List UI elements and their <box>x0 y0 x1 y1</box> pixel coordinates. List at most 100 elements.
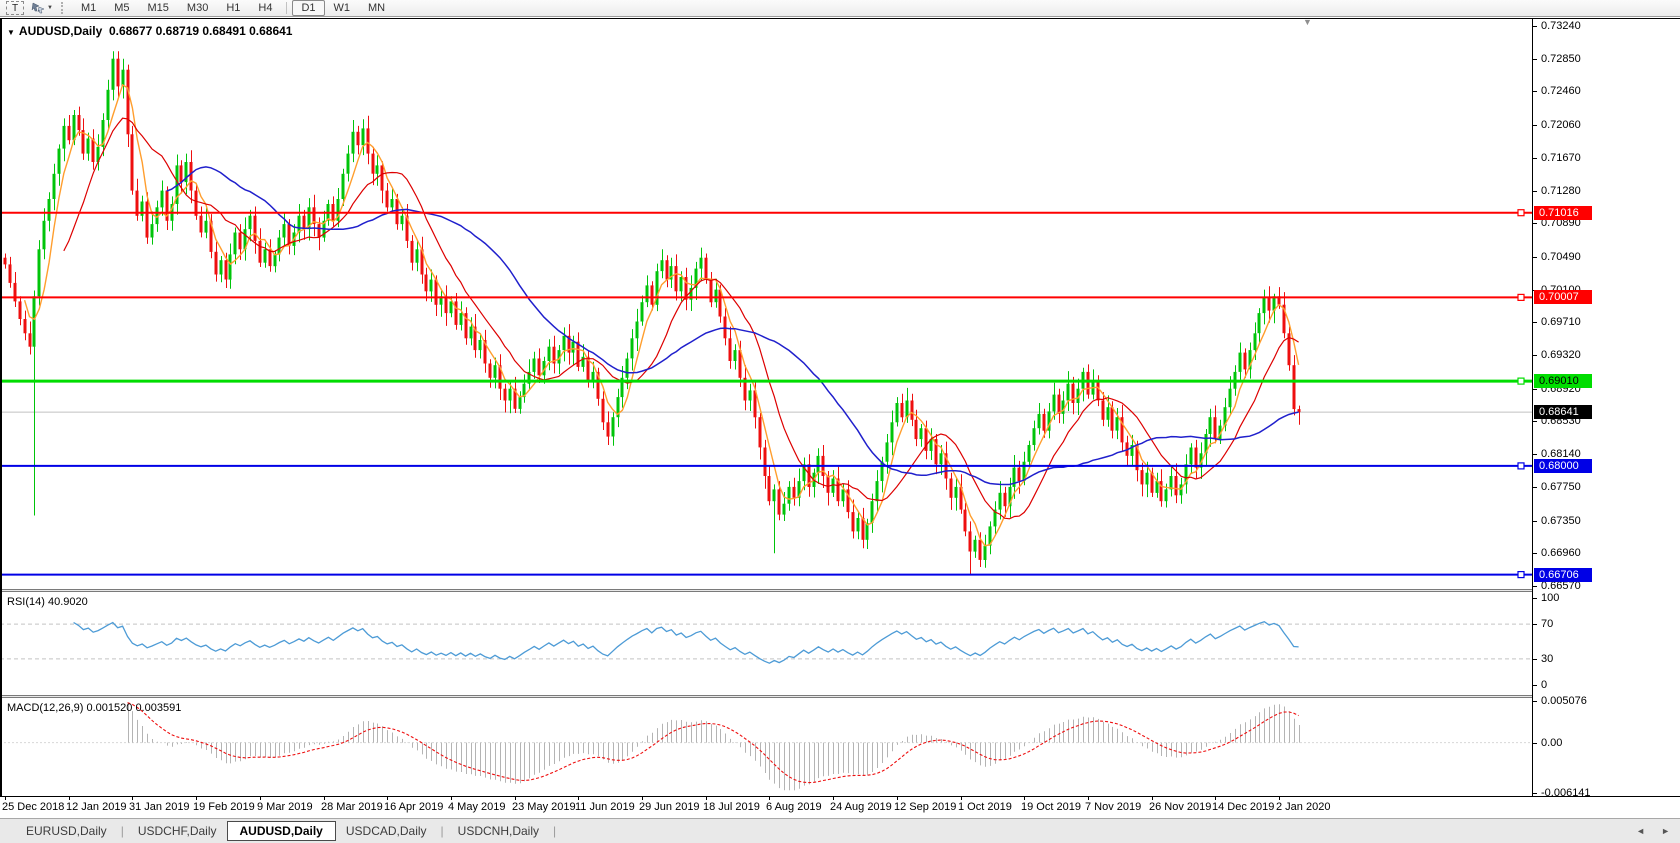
date-tick-mark <box>642 797 643 800</box>
panel-splitter-macd[interactable] <box>0 695 1680 698</box>
rsi-tick-mark <box>1533 624 1537 625</box>
rsi-tick-label: 30 <box>1541 653 1554 665</box>
timeframe-button-m15[interactable]: M15 <box>147 2 169 14</box>
tab-scroll-left-icon[interactable]: ◄ <box>1636 826 1646 836</box>
date-tick-mark <box>196 797 197 800</box>
price-tick-label: 0.72850 <box>1541 53 1581 65</box>
price-tick-mark <box>1533 521 1537 522</box>
date-tick-mark <box>1088 797 1089 800</box>
toolbar-grip <box>60 2 65 14</box>
timeframe-button-mn[interactable]: MN <box>368 2 386 14</box>
tab-scroll-arrows: ◄ ► <box>1636 826 1670 836</box>
chart-left-frame <box>0 19 2 797</box>
price-chart-canvas[interactable] <box>0 19 1532 589</box>
date-tick-label: 28 Mar 2019 <box>321 801 383 813</box>
timeframe-button-m30[interactable]: M30 <box>186 2 209 14</box>
cursor-tool-caret-icon[interactable]: ▼ <box>47 5 53 11</box>
rsi-tick-mark <box>1533 598 1537 599</box>
date-tick-mark <box>69 797 70 800</box>
collapse-triangle-icon[interactable]: ▼ <box>7 28 15 37</box>
price-tick-mark <box>1533 223 1537 224</box>
date-tick-mark <box>1215 797 1216 800</box>
timeframe-button-m1[interactable]: M1 <box>80 2 97 14</box>
date-tick-mark <box>387 797 388 800</box>
tab-audusd[interactable]: AUDUSD,Daily <box>226 821 336 841</box>
date-tick-mark <box>769 797 770 800</box>
date-tick-mark <box>451 797 452 800</box>
rsi-name: RSI(14) <box>7 596 45 608</box>
timeframe-button-m5[interactable]: M5 <box>114 2 130 14</box>
date-tick-label: 16 Apr 2019 <box>384 801 444 813</box>
date-tick-mark <box>1024 797 1025 800</box>
toolbar-separator <box>286 2 288 14</box>
price-tick-label: 0.69320 <box>1541 349 1581 361</box>
date-tick-label: 12 Sep 2019 <box>894 801 957 813</box>
tab-scroll-right-icon[interactable]: ► <box>1661 826 1670 836</box>
timeframe-button-d1[interactable]: D1 <box>292 0 325 16</box>
tab-usdcnh[interactable]: USDCNH,Daily <box>457 824 540 838</box>
chart-window: ▼ AUDUSD,Daily 0.68677 0.68719 0.68491 0.… <box>0 17 1680 819</box>
time-axis: 25 Dec 2018 12 Jan 2019 31 Jan 2019 19 Feb … <box>0 797 1680 819</box>
time-axis-line <box>0 796 1680 797</box>
price-level-tag: 0.68000 <box>1534 459 1592 473</box>
date-tick-mark <box>132 797 133 800</box>
price-tick-mark <box>1533 191 1537 192</box>
date-tick-label: 31 Jan 2019 <box>129 801 190 813</box>
macd-tick-label: 0.00 <box>1541 737 1563 749</box>
price-tick-mark <box>1533 421 1537 422</box>
date-tick-label: 4 May 2019 <box>448 801 506 813</box>
tab-usdcad[interactable]: USDCAD,Daily <box>345 824 427 838</box>
rsi-label: RSI(14) 40.9020 <box>7 596 88 608</box>
price-level-tag: 0.66706 <box>1534 568 1592 582</box>
price-tick-mark <box>1533 487 1537 488</box>
date-tick-label: 11 Jun 2019 <box>575 801 635 813</box>
date-tick-mark <box>1152 797 1153 800</box>
price-tick-label: 0.71670 <box>1541 152 1581 164</box>
timeframe-button-h4[interactable]: H4 <box>258 2 273 14</box>
date-tick-label: 2 Jan 2020 <box>1276 801 1331 813</box>
date-tick-mark <box>324 797 325 800</box>
current-price-tag: 0.68641 <box>1534 405 1592 419</box>
price-level-tag: 0.70007 <box>1534 290 1592 304</box>
timeframe-button-h1[interactable]: H1 <box>226 2 241 14</box>
date-tick-label: 1 Oct 2019 <box>958 801 1012 813</box>
date-tick-mark <box>961 797 962 800</box>
date-tick-mark <box>260 797 261 800</box>
chart-ohlc-values: 0.68677 0.68719 0.68491 0.68641 <box>108 24 293 38</box>
chart-header: ▼ AUDUSD,Daily 0.68677 0.68719 0.68491 0.… <box>7 24 292 38</box>
panel-splitter-rsi[interactable] <box>0 589 1680 592</box>
date-tick-label: 18 Jul 2019 <box>703 801 760 813</box>
toolbar: T ▼ M1 M5 M15 M30 H1 H4 D1 W1 MN <box>0 0 1680 17</box>
tab-separator: | <box>440 824 444 838</box>
chart-shift-marker[interactable]: ▼ <box>1303 17 1312 27</box>
price-tick-label: 0.72060 <box>1541 119 1581 131</box>
price-axis: 0.73240 0.72850 0.72460 0.72060 0.71670 0.712… <box>1532 19 1680 799</box>
price-tick-mark <box>1533 91 1537 92</box>
rsi-tick-label: 0 <box>1541 679 1548 691</box>
cursor-tool-button[interactable] <box>30 1 46 15</box>
price-tick-label: 0.66570 <box>1541 580 1581 592</box>
date-tick-mark <box>897 797 898 800</box>
timeframe-button-w1[interactable]: W1 <box>333 2 351 14</box>
date-tick-mark <box>515 797 516 800</box>
date-tick-mark <box>833 797 834 800</box>
text-tool-button[interactable]: T <box>6 1 24 15</box>
price-tick-mark <box>1533 125 1537 126</box>
price-tick-mark <box>1533 454 1537 455</box>
tab-eurusd[interactable]: EURUSD,Daily <box>26 824 107 838</box>
rsi-tick-mark <box>1533 685 1537 686</box>
rsi-canvas[interactable] <box>0 592 1532 695</box>
rsi-tick-mark <box>1533 659 1537 660</box>
tab-usdchf[interactable]: USDCHF,Daily <box>137 824 217 838</box>
date-tick-mark <box>578 797 579 800</box>
macd-canvas[interactable] <box>0 698 1532 796</box>
price-level-tag: 0.71016 <box>1534 206 1592 220</box>
macd-tick-mark <box>1533 743 1537 744</box>
price-tick-mark <box>1533 59 1537 60</box>
date-tick-label: 29 Jun 2019 <box>639 801 700 813</box>
price-tick-label: 0.70490 <box>1541 251 1581 263</box>
chart-tab-bar: EURUSD,Daily | USDCHF,Daily AUDUSD,Daily USD… <box>0 818 1680 843</box>
date-tick-mark <box>5 797 6 800</box>
price-tick-label: 0.66960 <box>1541 547 1581 559</box>
